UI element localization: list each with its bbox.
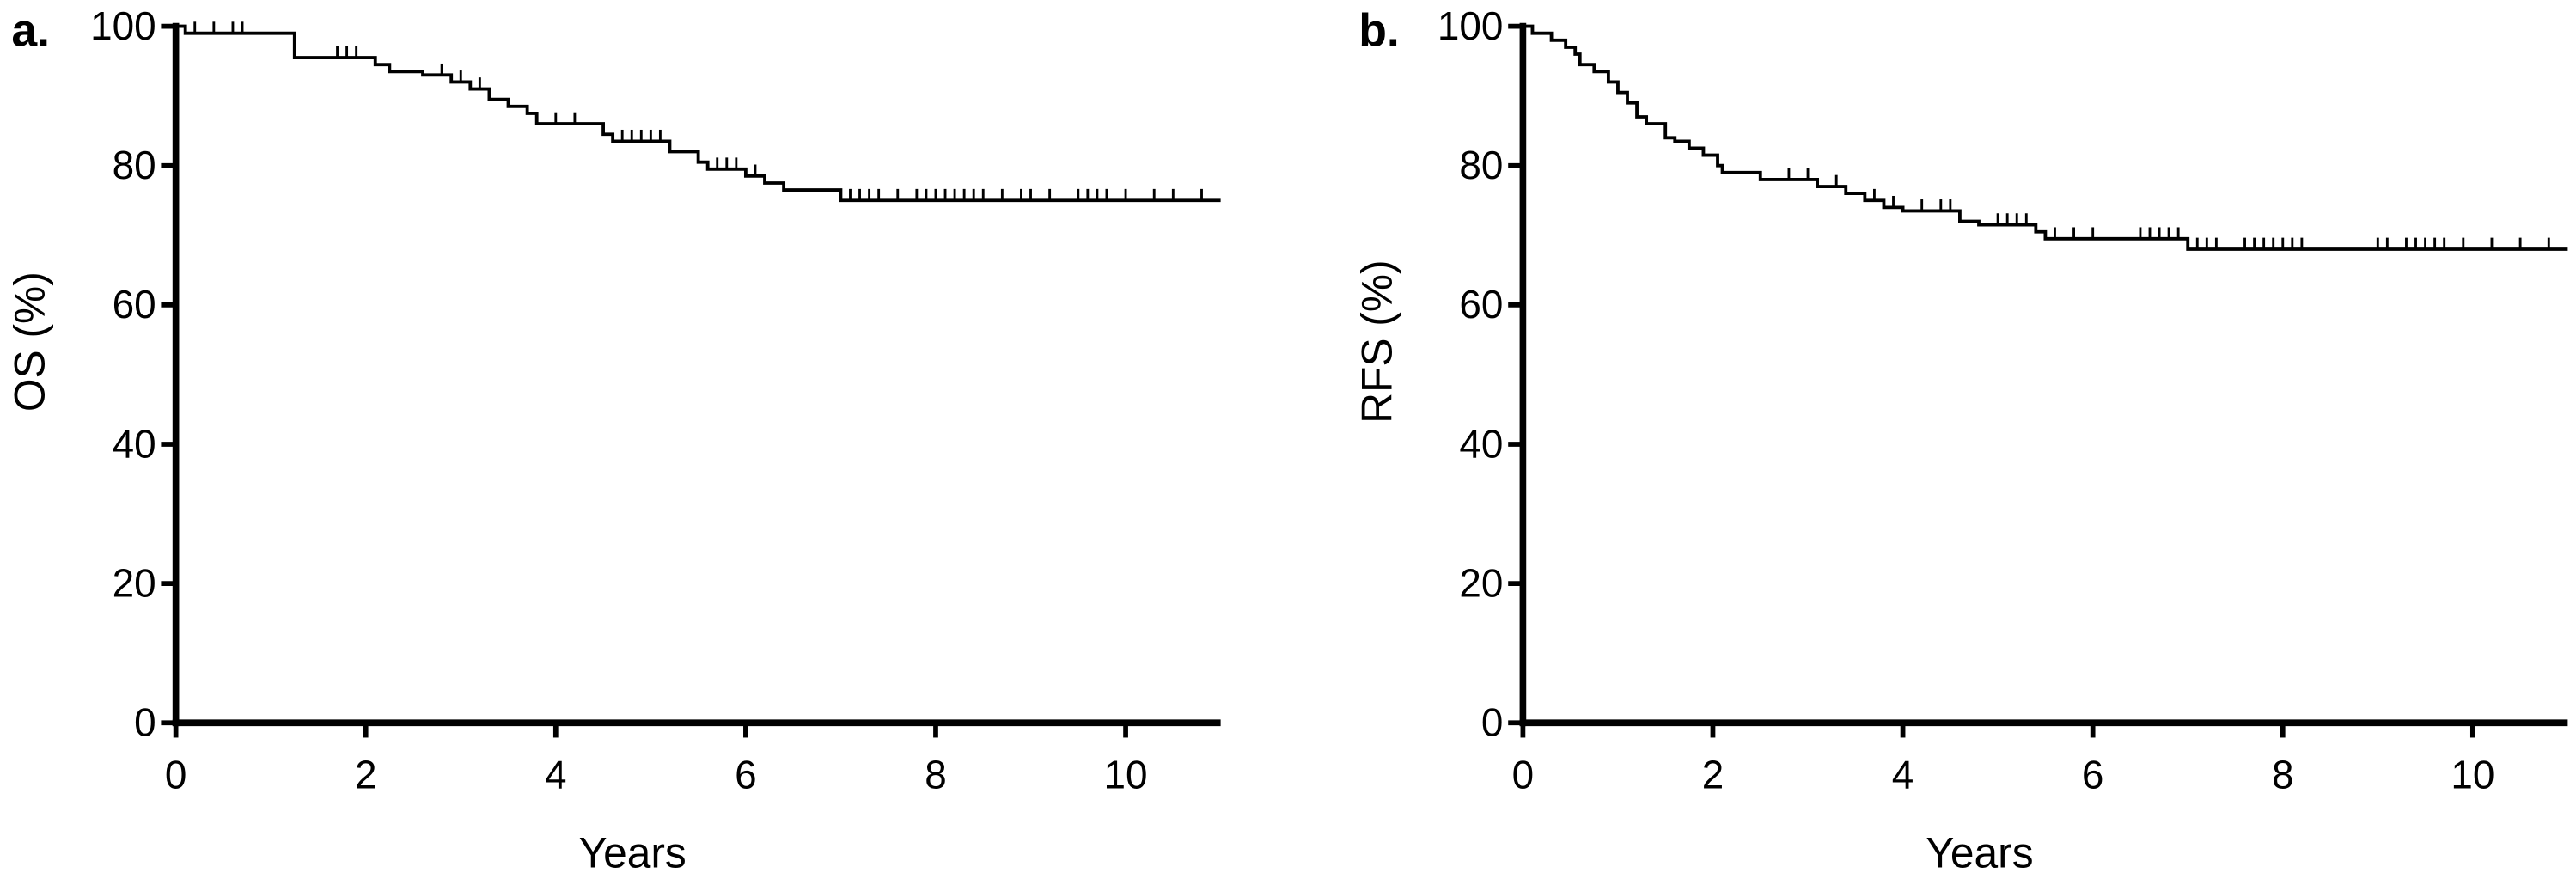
y-axis-title: RFS (%) <box>1352 259 1401 424</box>
x-tick-label: 4 <box>545 753 567 797</box>
x-tick-label: 10 <box>2451 753 2494 797</box>
x-axis-title: Years <box>1926 828 2033 873</box>
y-tick-label: 60 <box>113 282 156 327</box>
x-tick-label: 2 <box>1702 753 1724 797</box>
x-tick-label: 0 <box>165 753 187 797</box>
x-tick-label: 6 <box>735 753 757 797</box>
y-tick-label: 60 <box>1459 282 1503 327</box>
y-tick-label: 20 <box>113 560 156 605</box>
y-tick-label: 0 <box>134 700 156 745</box>
panel-label: b. <box>1358 6 1400 57</box>
y-tick-label: 80 <box>1459 143 1503 187</box>
x-tick-label: 8 <box>925 753 947 797</box>
y-tick-label: 40 <box>1459 421 1503 466</box>
survival-curve <box>1523 24 2568 251</box>
x-axis-title: Years <box>578 828 686 873</box>
y-tick-label: 100 <box>1438 3 1504 48</box>
x-tick-label: 0 <box>1512 753 1535 797</box>
y-tick-label: 40 <box>113 421 156 466</box>
y-tick-label: 0 <box>1481 700 1504 745</box>
x-tick-label: 2 <box>355 753 377 797</box>
x-tick-label: 8 <box>2272 753 2294 797</box>
y-tick-label: 100 <box>90 3 156 48</box>
x-tick-label: 6 <box>2082 753 2104 797</box>
x-tick-label: 4 <box>1892 753 1914 797</box>
panel-label: a. <box>11 6 50 57</box>
y-tick-label: 80 <box>113 143 156 187</box>
y-axis-title: OS (%) <box>6 272 54 412</box>
y-tick-label: 20 <box>1459 560 1503 605</box>
survival-curve <box>175 24 1221 203</box>
x-tick-label: 10 <box>1104 753 1148 797</box>
